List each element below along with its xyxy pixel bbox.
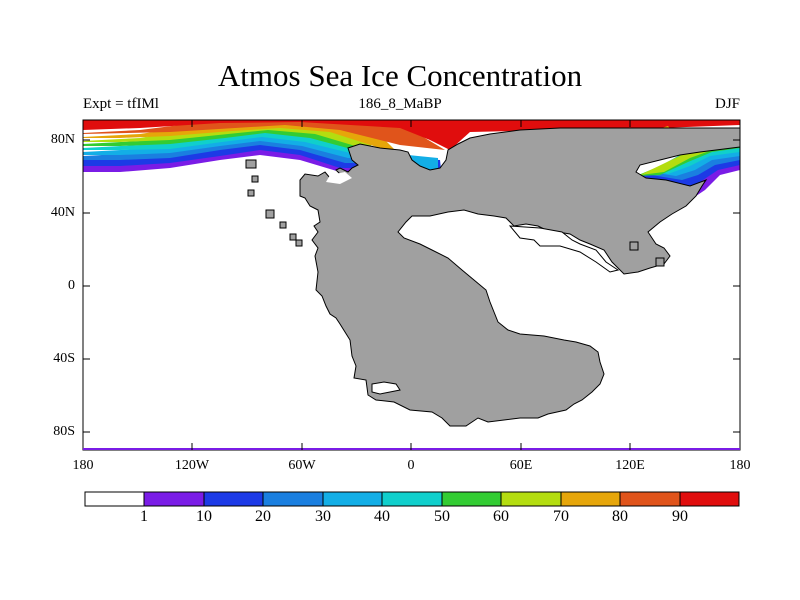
- colorbar-box-9: [619, 491, 681, 507]
- colorbar-box-8: [560, 491, 621, 507]
- age-label: 186_8_MaBP: [358, 96, 442, 112]
- lat-label-0: 0: [68, 278, 75, 293]
- lon-label-180w: 180: [72, 458, 94, 473]
- colorbar-label-50: 50: [434, 508, 450, 525]
- inland-sea-east: [508, 225, 620, 273]
- lat-label-40n: 40N: [50, 205, 75, 220]
- colorbar-box-10: [679, 491, 740, 507]
- colorbar-label-70: 70: [553, 508, 569, 525]
- lat-label-80s: 80S: [53, 424, 75, 439]
- colorbar-label-1: 1: [140, 508, 148, 525]
- experiment-label: Expt = tfIMl: [83, 96, 159, 112]
- colorbar-box-2: [203, 491, 264, 507]
- map-title: Atmos Sea Ice Concentration: [217, 58, 583, 93]
- lat-label-40s: 40S: [53, 351, 75, 366]
- colorbar-label-10: 10: [196, 508, 212, 525]
- colorbar-box-7: [500, 491, 562, 507]
- land-mass: [299, 127, 740, 427]
- lon-label-60e: 60E: [509, 458, 533, 473]
- colorbar-box-4: [322, 491, 383, 507]
- lon-label-120e: 120E: [615, 458, 645, 473]
- colorbar-box-1: [143, 491, 205, 507]
- colorbar-label-20: 20: [255, 508, 271, 525]
- season-label: DJF: [714, 96, 740, 112]
- colorbar-box-3: [262, 491, 324, 507]
- sea-ice-west: [83, 120, 740, 175]
- colorbar-label-40: 40: [374, 508, 390, 525]
- lon-label-180e: 180: [729, 458, 751, 473]
- colorbar-label-30: 30: [315, 508, 331, 525]
- colorbar-box-6: [441, 491, 502, 507]
- colorbar-label-90: 90: [672, 508, 688, 525]
- islands: [245, 159, 665, 267]
- colorbar-label-60: 60: [493, 508, 509, 525]
- coastal-inlet-south: [371, 381, 401, 395]
- lon-label-120w: 120W: [174, 458, 210, 473]
- colorbar: [84, 491, 740, 507]
- lon-label-60w: 60W: [288, 458, 316, 473]
- colorbar-box-5: [381, 491, 443, 507]
- inland-sea-west: [326, 172, 352, 184]
- colorbar-label-80: 80: [612, 508, 628, 525]
- lat-label-80n: 80N: [50, 132, 75, 147]
- lon-ticks: [191, 120, 631, 450]
- colorbar-box-0: [84, 491, 145, 507]
- lat-ticks: [83, 139, 740, 433]
- lon-label-0: 0: [407, 458, 415, 473]
- map-layers: [83, 120, 740, 450]
